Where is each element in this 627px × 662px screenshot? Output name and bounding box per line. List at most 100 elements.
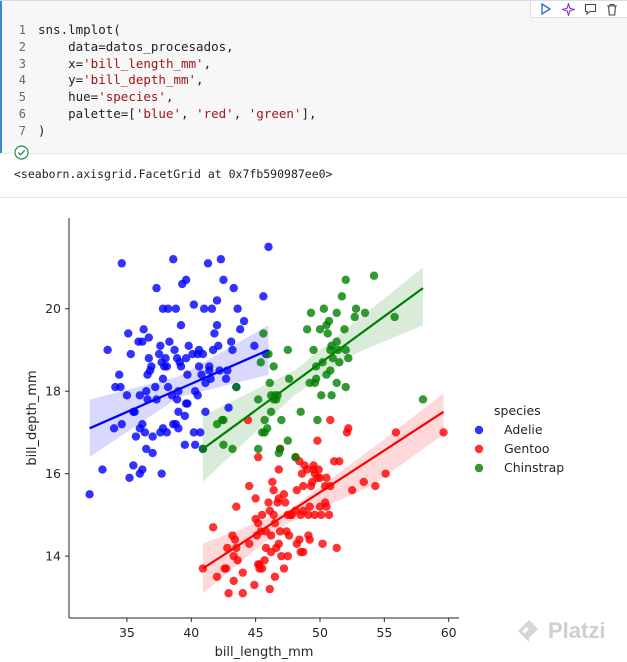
data-point-adelie <box>174 407 183 417</box>
data-point-chinstrap <box>283 436 293 445</box>
data-point-gentoo <box>315 473 325 482</box>
legend-label-chinstrap: Chinstrap <box>504 460 564 475</box>
data-point-gentoo <box>266 531 276 540</box>
data-point-adelie <box>131 432 141 441</box>
data-point-chinstrap <box>302 325 312 334</box>
data-point-gentoo <box>269 510 278 520</box>
data-point-chinstrap <box>324 316 334 326</box>
code-token: , <box>196 72 204 88</box>
data-point-gentoo <box>371 481 380 491</box>
code-token: ) <box>38 122 46 138</box>
data-point-gentoo <box>260 556 269 565</box>
data-point-adelie <box>169 255 178 264</box>
sparkle-icon[interactable] <box>561 2 575 16</box>
data-point-chinstrap <box>390 312 399 322</box>
code-string-token: 'red' <box>196 105 234 121</box>
data-point-gentoo <box>270 572 280 581</box>
data-point-gentoo <box>250 580 259 590</box>
platzi-logo-icon <box>518 620 538 642</box>
data-point-adelie <box>109 424 119 433</box>
data-point-adelie <box>172 395 182 404</box>
code-token: ], <box>301 105 317 121</box>
line-number: 4 <box>18 73 26 88</box>
data-point-chinstrap <box>332 378 341 388</box>
data-point-chinstrap <box>284 374 294 384</box>
data-point-gentoo <box>295 535 304 544</box>
data-point-gentoo <box>439 428 448 437</box>
data-point-chinstrap <box>335 358 344 367</box>
data-point-gentoo <box>279 490 289 499</box>
data-point-adelie <box>180 411 190 421</box>
data-point-adelie <box>140 428 150 437</box>
data-point-gentoo <box>238 589 247 598</box>
data-point-adelie <box>226 337 236 346</box>
data-point-chinstrap <box>317 391 326 400</box>
legend-title: species <box>494 403 541 418</box>
line-number: 3 <box>18 56 26 71</box>
data-point-adelie <box>194 362 204 371</box>
data-point-gentoo <box>244 481 254 491</box>
data-point-chinstrap <box>254 395 263 404</box>
data-point-chinstrap <box>259 329 268 338</box>
x-tick-label: 45 <box>248 625 264 640</box>
data-point-adelie <box>142 386 151 396</box>
data-point-chinstrap <box>265 378 274 388</box>
data-point-gentoo <box>335 457 344 466</box>
code-string-token: 'species' <box>98 89 166 105</box>
data-point-adelie <box>156 341 165 351</box>
run-icon[interactable] <box>539 2 553 16</box>
code-line: y='bill_depth_mm', <box>38 72 317 89</box>
code-token: , <box>203 55 212 71</box>
data-point-chinstrap <box>311 374 321 384</box>
data-point-chinstrap <box>337 292 347 301</box>
line-number: 7 <box>18 123 26 138</box>
data-point-adelie <box>205 362 214 371</box>
data-point-adelie <box>138 465 147 474</box>
data-point-adelie <box>139 325 148 334</box>
data-point-chinstrap <box>219 415 228 425</box>
delete-icon[interactable] <box>605 2 619 16</box>
data-point-adelie <box>138 337 147 346</box>
code-line: x='bill_length_mm', <box>38 56 317 73</box>
data-point-gentoo <box>318 539 327 548</box>
data-point-gentoo <box>305 535 314 544</box>
x-tick-label: 60 <box>441 625 457 640</box>
data-point-chinstrap <box>263 424 272 433</box>
data-point-chinstrap <box>228 444 237 454</box>
confidence-band-gentoo <box>202 393 444 594</box>
legend-marker-adelie <box>474 425 484 435</box>
data-point-adelie <box>210 329 219 338</box>
data-point-gentoo <box>224 589 233 598</box>
platzi-watermark: Platzi <box>516 618 605 644</box>
data-point-adelie <box>98 465 107 474</box>
code-string-token: 'bill_length_mm' <box>83 55 204 71</box>
data-point-chinstrap <box>315 325 325 334</box>
data-point-chinstrap <box>326 366 335 375</box>
data-point-chinstrap <box>260 415 269 425</box>
data-point-adelie <box>114 370 124 379</box>
code-line: palette=['blue', 'red', 'green'], <box>38 105 317 123</box>
data-point-adelie <box>199 304 209 313</box>
data-point-gentoo <box>212 572 222 581</box>
data-point-chinstrap <box>266 407 276 417</box>
data-point-gentoo <box>238 568 247 577</box>
data-point-adelie <box>193 391 202 400</box>
data-point-adelie <box>152 283 161 293</box>
code-token: , <box>165 89 174 105</box>
y-tick-label: 20 <box>45 301 61 316</box>
execution-status-check-icon <box>12 143 30 161</box>
data-point-adelie <box>239 316 249 326</box>
data-point-adelie <box>190 440 200 450</box>
data-point-adelie <box>221 374 231 384</box>
data-point-adelie <box>148 448 157 458</box>
code-editor[interactable]: sns.lmplot( data=datos_procesados, x='bi… <box>38 22 317 140</box>
data-point-gentoo <box>322 473 331 482</box>
data-point-gentoo <box>277 551 286 561</box>
code-token: sns.lmplot( <box>38 22 121 37</box>
comment-icon[interactable] <box>583 2 597 16</box>
data-point-gentoo <box>317 510 326 520</box>
data-point-adelie <box>212 296 222 305</box>
data-point-chinstrap <box>219 440 228 450</box>
